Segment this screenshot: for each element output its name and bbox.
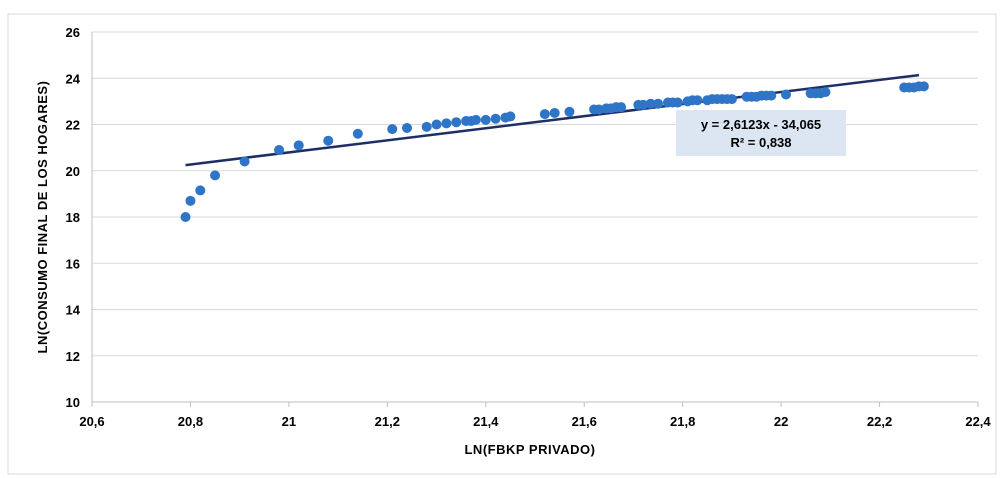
- y-tick-label: 16: [66, 256, 80, 271]
- y-tick-label: 20: [66, 164, 80, 179]
- data-point: [441, 118, 452, 129]
- data-points: [180, 81, 929, 222]
- data-point: [451, 117, 462, 128]
- data-point: [638, 99, 649, 110]
- y-tick-label: 18: [66, 210, 80, 225]
- data-point: [180, 212, 191, 222]
- y-tick-label: 12: [66, 349, 80, 364]
- data-point: [421, 121, 432, 132]
- x-tick-label: 21,2: [375, 414, 400, 429]
- data-point: [431, 119, 442, 130]
- x-tick-label: 20,8: [178, 414, 203, 429]
- data-point: [549, 107, 560, 118]
- data-point: [692, 95, 703, 106]
- data-point: [352, 128, 363, 139]
- data-point: [239, 156, 250, 167]
- x-tick-label: 21,8: [670, 414, 695, 429]
- data-point: [766, 90, 777, 101]
- data-point: [820, 87, 831, 98]
- data-point: [470, 114, 481, 125]
- data-point: [726, 94, 737, 105]
- trendline: [185, 73, 920, 167]
- y-tick-label: 24: [66, 71, 81, 86]
- y-axis-title: LN(CONSUMO FINAL DE LOS HOGARES): [35, 81, 50, 354]
- data-point: [293, 140, 304, 151]
- y-tick-label: 26: [66, 25, 80, 40]
- data-point: [490, 113, 501, 124]
- equation-box-background: [676, 110, 846, 156]
- x-tick-label: 22: [774, 414, 788, 429]
- data-point: [323, 135, 334, 146]
- y-tick-labels: 10 12 14 16 18 20 22 24 26: [66, 25, 81, 410]
- data-point: [918, 81, 929, 92]
- data-point: [185, 195, 196, 206]
- y-tick-label: 14: [66, 303, 81, 318]
- data-point: [593, 104, 604, 115]
- data-point: [274, 144, 285, 155]
- data-point: [672, 97, 683, 108]
- axes: [91, 32, 979, 407]
- data-point: [210, 170, 221, 181]
- x-tick-label: 22,4: [965, 414, 991, 429]
- data-point: [387, 124, 398, 135]
- x-tick-label: 22,2: [867, 414, 892, 429]
- data-point: [505, 111, 516, 122]
- trendline-equation: y = 2,6123x - 34,065: [701, 117, 821, 132]
- data-point: [645, 98, 656, 109]
- r-squared-label: R² = 0,838: [730, 135, 791, 150]
- x-tick-label: 21: [282, 414, 296, 429]
- x-tick-label: 21,4: [473, 414, 499, 429]
- y-tick-label: 10: [66, 395, 80, 410]
- equation-box: y = 2,6123x - 34,065 R² = 0,838: [676, 110, 846, 156]
- data-point: [781, 89, 792, 100]
- data-point: [195, 185, 206, 196]
- x-tick-labels: 20,6 20,8 21 21,2 21,4 21,6 21,8 22 22,2 22,4: [79, 414, 991, 429]
- data-point: [616, 102, 627, 113]
- trendline-group: [185, 73, 920, 167]
- y-tick-label: 22: [66, 118, 80, 133]
- data-point: [539, 109, 550, 120]
- data-point: [480, 114, 491, 125]
- chart-border: [7, 13, 997, 475]
- data-point: [653, 98, 664, 109]
- data-point: [402, 122, 413, 133]
- x-tick-label: 21,6: [572, 414, 597, 429]
- data-point: [564, 106, 575, 117]
- x-tick-label: 20,6: [79, 414, 104, 429]
- x-axis-title: LN(FBKP PRIVADO): [464, 442, 595, 457]
